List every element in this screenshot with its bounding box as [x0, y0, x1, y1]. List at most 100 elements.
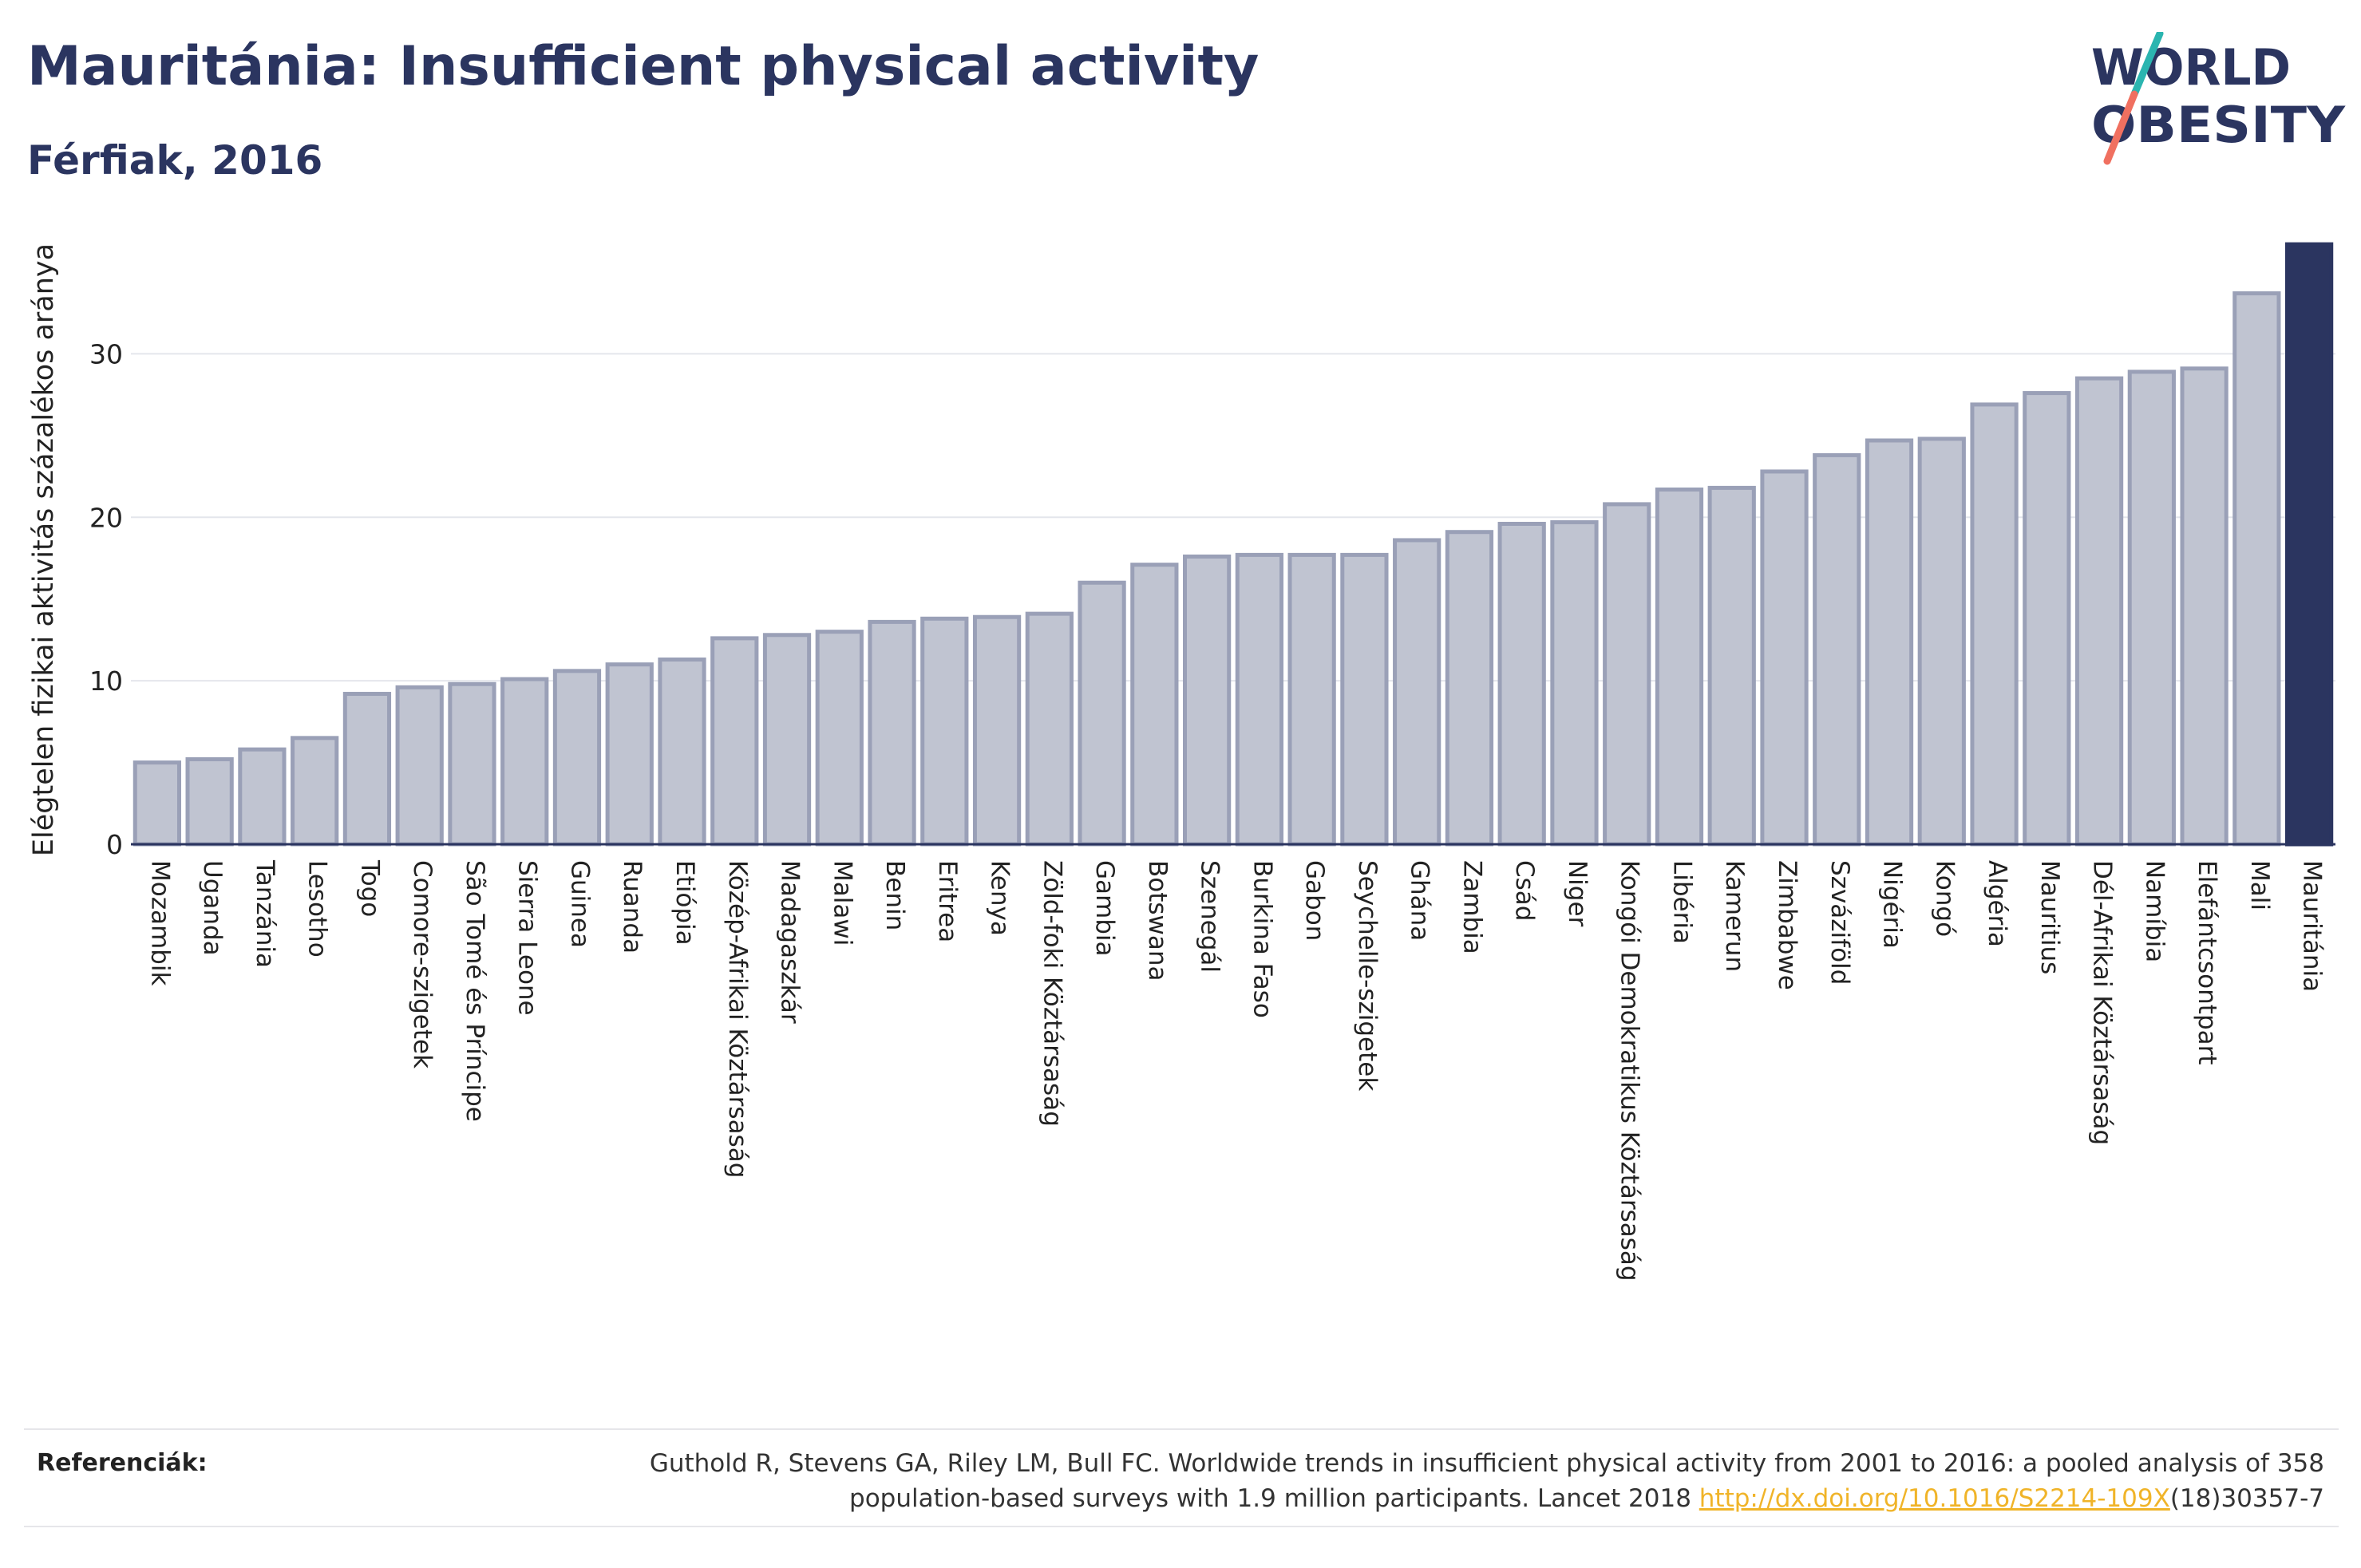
x-tick-label: Mozambik — [145, 860, 174, 985]
x-tick-label: Lesotho — [303, 860, 332, 958]
bar — [1550, 519, 1599, 847]
x-tick-label: Zambia — [1457, 860, 1486, 954]
x-tick-label: Szenegál — [1196, 860, 1224, 973]
grid-lines — [131, 353, 2335, 682]
footer-divider-top — [24, 1428, 2339, 1430]
footer-divider-bottom — [24, 1526, 2339, 1527]
y-axis-ticks: 0 10 20 30 — [89, 338, 123, 860]
bar — [552, 669, 602, 847]
bar — [185, 756, 234, 847]
y-tick-label: 0 — [106, 829, 123, 860]
reference-line-2-suffix: (18)30357-7 — [2169, 1484, 2324, 1513]
bar — [1340, 552, 1389, 847]
x-tick-label: Ghána — [1406, 860, 1434, 941]
bar — [2232, 291, 2281, 847]
x-tick-label: Togo — [355, 859, 384, 917]
x-tick-label: Zimbabwe — [1773, 860, 1801, 990]
bar — [500, 677, 549, 847]
world-obesity-logo: WORLD OBESITY — [2091, 32, 2346, 165]
bar — [2180, 366, 2229, 847]
x-tick-label: Libéria — [1667, 860, 1696, 944]
x-tick-label: Gambia — [1090, 860, 1119, 957]
bar — [291, 736, 339, 847]
bar — [1970, 402, 2019, 847]
x-tick-label: Benin — [880, 860, 909, 930]
bar — [1655, 487, 1704, 847]
x-tick-label: Sierra Leone — [513, 860, 542, 1016]
bar — [710, 636, 759, 847]
bar — [605, 662, 654, 847]
page-title: Mauritánia: Insufficient physical activi… — [27, 35, 1260, 98]
x-tick-label: Algéria — [1983, 860, 2011, 947]
x-tick-label: Szváziföld — [1825, 860, 1854, 985]
reference-line-2-prefix: population-based surveys with 1.9 millio… — [849, 1484, 1699, 1513]
x-tick-label: Elefántcsontpart — [2193, 860, 2221, 1065]
x-tick-label: Mauritánia — [2298, 860, 2327, 992]
bar — [658, 658, 706, 847]
bar — [238, 747, 287, 847]
x-tick-label: Seychelle-szigetek — [1353, 860, 1382, 1091]
logo-slash-bottom — [2103, 90, 2138, 165]
bar — [342, 692, 392, 847]
bar — [1445, 530, 1494, 847]
bar — [132, 760, 182, 847]
bar — [2284, 242, 2334, 847]
references-label: Referenciák: — [37, 1449, 208, 1477]
bar — [2023, 391, 2071, 847]
x-tick-label: Dél-Afrikai Köztársaság — [2088, 860, 2117, 1145]
y-tick-label: 10 — [89, 666, 123, 697]
y-tick-label: 30 — [89, 338, 123, 369]
reference-line-1: Guthold R, Stevens GA, Riley LM, Bull FC… — [649, 1449, 2324, 1478]
bar — [920, 616, 969, 847]
x-tick-label: Csád — [1510, 860, 1539, 921]
x-tick-label: Guinea — [565, 860, 594, 948]
y-axis-label: Elégtelen fizikai aktivitás százalékos a… — [28, 243, 60, 856]
bar — [1865, 438, 1914, 847]
bar — [1287, 552, 1336, 847]
y-tick-label: 20 — [89, 502, 123, 533]
reference-doi-link[interactable]: http://dx.doi.org/10.1016/S2214-109X — [1699, 1484, 2170, 1513]
page-subtitle: Férfiak, 2016 — [27, 137, 323, 184]
x-tick-label: Namíbia — [2140, 860, 2169, 962]
x-tick-label: Madagaszkár — [776, 860, 805, 1024]
bar — [395, 685, 444, 847]
x-tick-label: São Tomé és Príncipe — [461, 860, 489, 1122]
x-tick-label: Ruanda — [618, 860, 647, 954]
bar — [1130, 563, 1179, 847]
bar — [1182, 554, 1232, 847]
bar — [2127, 369, 2176, 847]
x-tick-label: Mali — [2245, 860, 2274, 910]
x-tick-label: Niger — [1563, 860, 1592, 927]
bars — [132, 242, 2334, 847]
x-tick-label: Etiópia — [670, 860, 699, 946]
logo-slash-top — [2130, 32, 2164, 98]
logo-line-2: OBESITY — [2091, 96, 2346, 154]
bar — [1025, 611, 1074, 847]
x-tick-label: Burkina Faso — [1248, 860, 1276, 1018]
x-tick-label: Nigéria — [1878, 860, 1907, 949]
bar — [1760, 469, 1809, 847]
x-axis-labels: Mozambik Uganda Tanzánia Lesotho Togo Comore-… — [145, 859, 2326, 1282]
bar — [1603, 502, 1651, 847]
x-tick-label: Uganda — [198, 860, 227, 956]
bar — [1707, 485, 1756, 847]
x-tick-label: Botswana — [1143, 860, 1172, 981]
x-tick-label: Kenya — [986, 860, 1014, 936]
bar — [2074, 376, 2124, 847]
bar — [815, 630, 864, 847]
bar — [1235, 552, 1284, 847]
bar — [868, 619, 916, 847]
x-tick-label: Közép-Afrikai Köztársaság — [723, 860, 752, 1178]
x-tick-label: Zöld-foki Köztársaság — [1038, 860, 1066, 1127]
bar — [1393, 538, 1442, 847]
bar — [1917, 436, 1966, 847]
bar-chart: 0 10 20 30 Mozambik Uganda Tanzánia Lesotho Tog… — [28, 242, 2335, 1282]
x-tick-label: Kongói Demokratikus Köztársaság — [1616, 860, 1644, 1282]
bar — [1078, 580, 1126, 847]
x-tick-label: Kamerun — [1720, 860, 1749, 972]
x-tick-label: Eritrea — [933, 860, 962, 942]
logo-line-1: WORLD — [2091, 38, 2291, 97]
x-tick-label: Mauritius — [2035, 860, 2064, 974]
bar — [762, 633, 812, 847]
x-tick-label: Kongó — [1930, 860, 1959, 937]
